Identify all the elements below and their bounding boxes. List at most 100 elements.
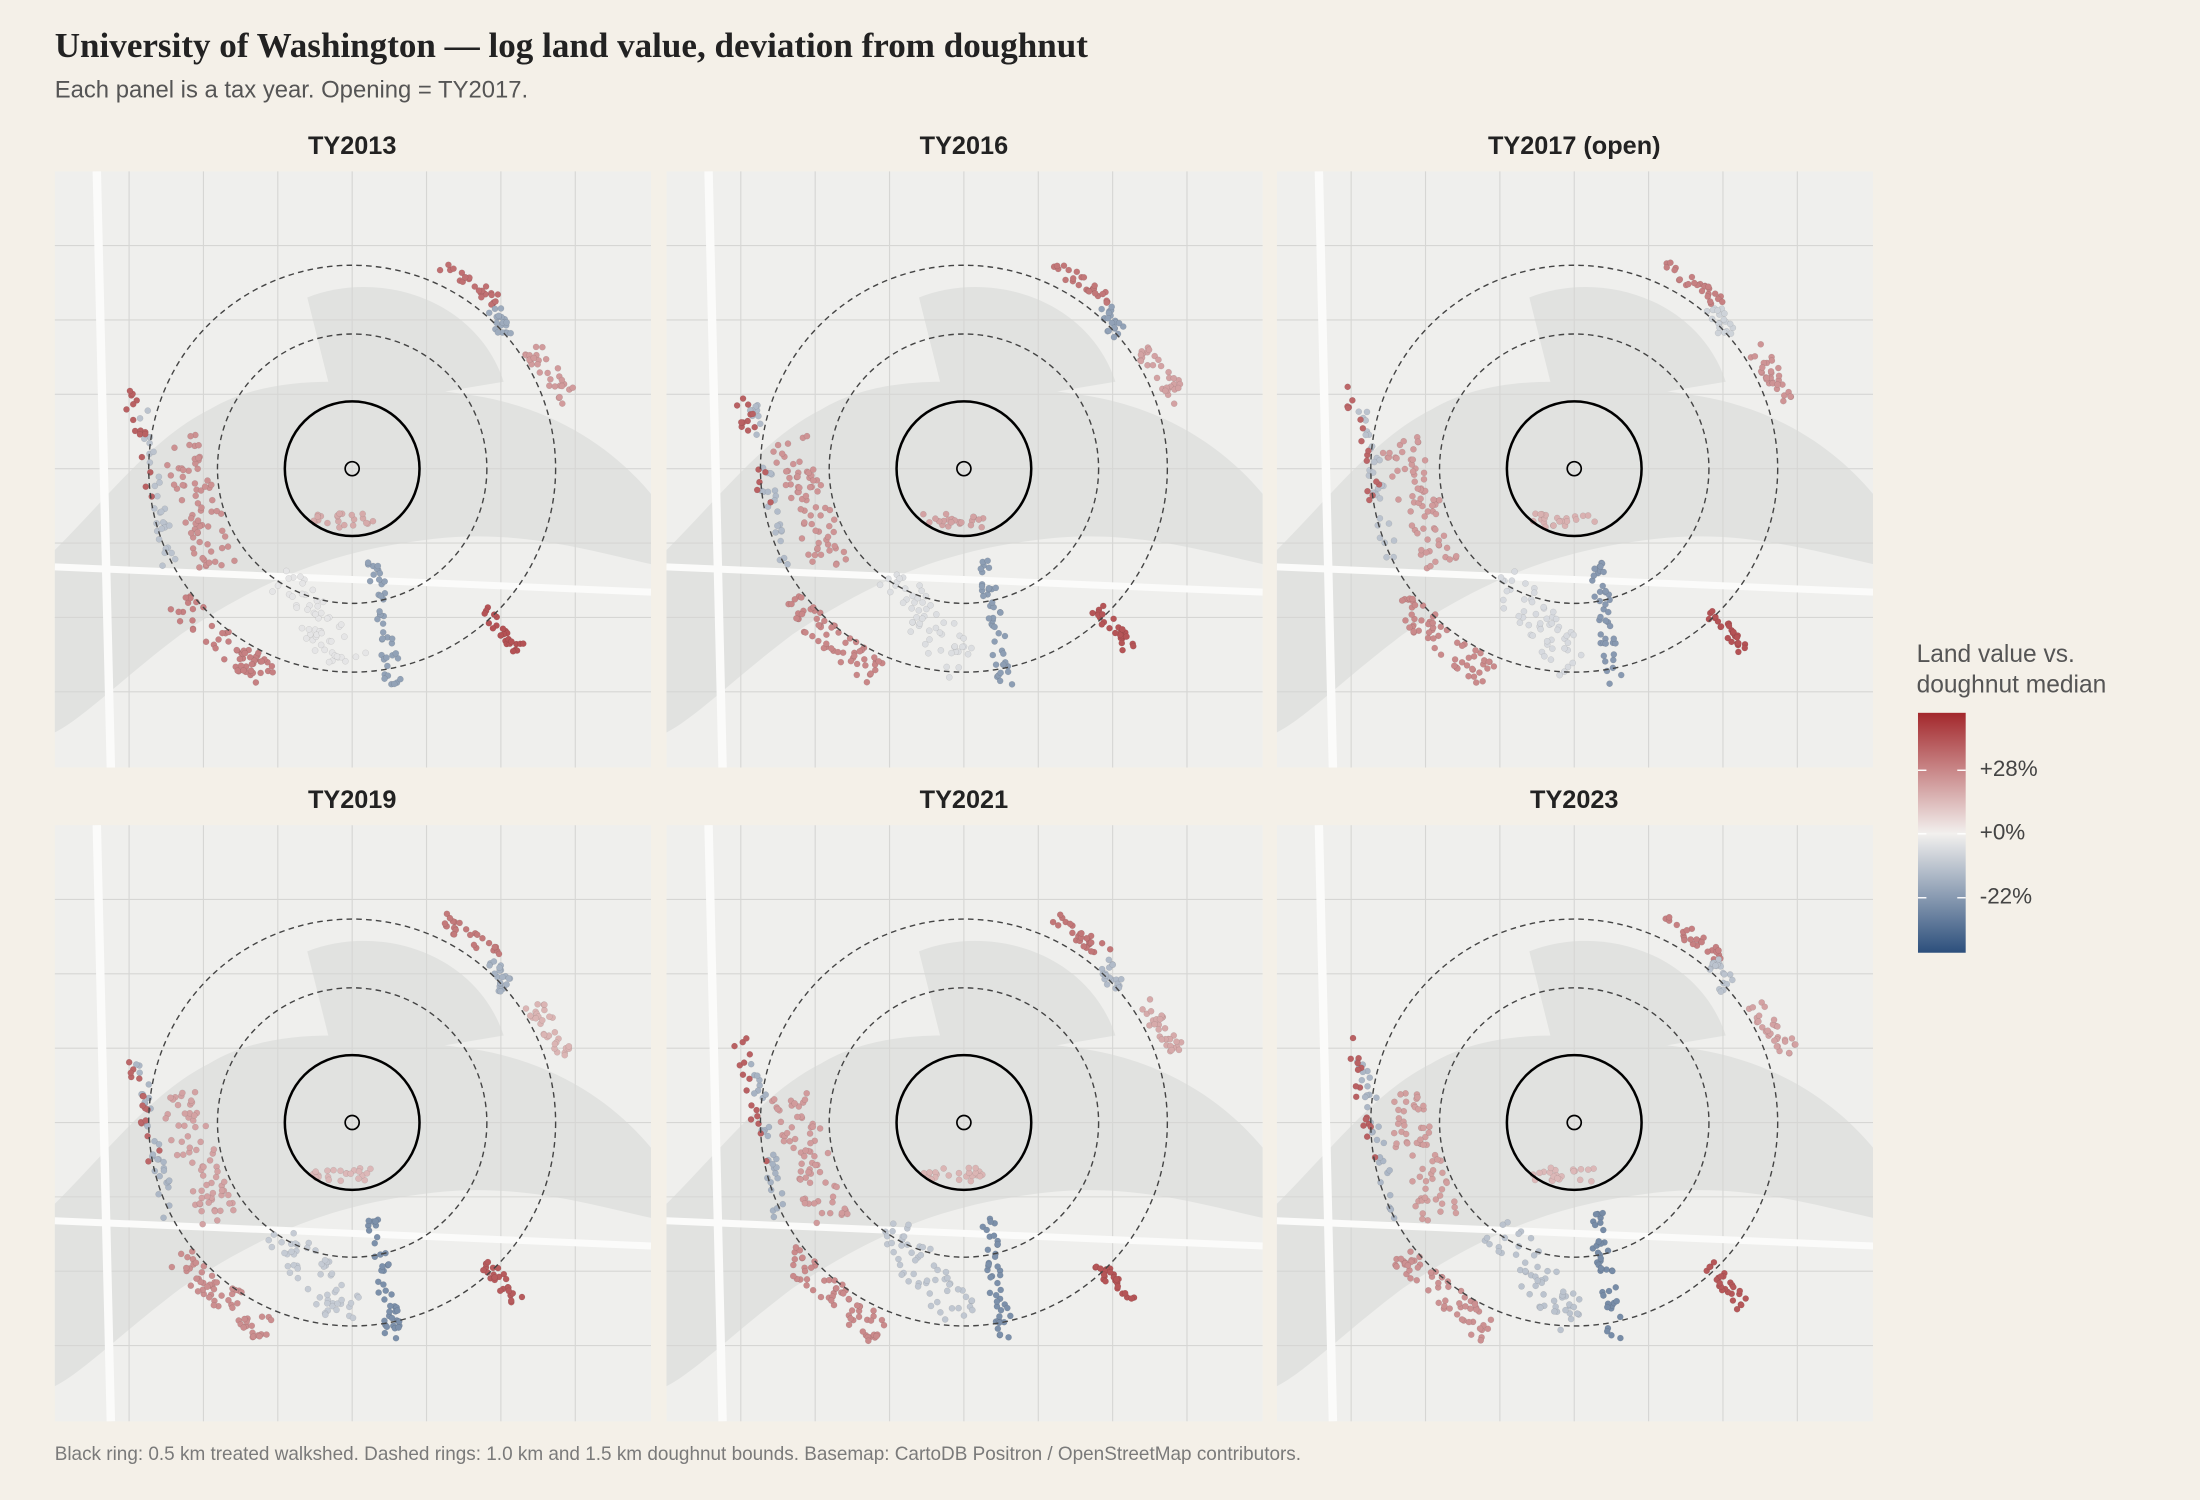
subtitle: Each panel is a tax year. Opening = TY20… <box>55 77 528 104</box>
parcel-dot <box>379 620 387 627</box>
parcel-dot <box>388 1314 396 1322</box>
parcel-dot <box>225 1191 232 1199</box>
parcel-dot <box>1410 446 1417 453</box>
parcel-dot <box>1358 1076 1366 1084</box>
parcel-dot <box>1726 971 1734 978</box>
parcel-dot <box>1429 619 1437 627</box>
parcel-dot <box>138 453 146 461</box>
parcel-dot <box>499 625 507 633</box>
parcel-dot <box>236 655 244 663</box>
parcel-dot <box>992 584 1000 592</box>
parcel-dot <box>210 1146 218 1153</box>
parcel-dot <box>559 400 566 407</box>
parcel-dot <box>201 483 209 490</box>
parcel-dot <box>1428 502 1436 509</box>
parcel-dot <box>793 1113 801 1121</box>
parcel-dot <box>1425 629 1433 636</box>
parcel-dot <box>336 510 343 517</box>
parcel-dot <box>809 604 817 611</box>
parcel-dot <box>1073 268 1081 276</box>
parcel-dot <box>818 1209 826 1217</box>
parcel-dot <box>964 650 972 658</box>
parcel-dot <box>1577 1165 1585 1173</box>
parcel-dot <box>1522 1267 1529 1275</box>
parcel-dot <box>1370 458 1378 466</box>
parcel-dot <box>333 653 341 660</box>
parcel-dot <box>384 662 391 670</box>
parcel-dot <box>833 1284 840 1292</box>
parcel-dot <box>347 1170 354 1178</box>
parcel-dot <box>1497 574 1505 581</box>
parcel-dot <box>801 519 808 526</box>
parcel-dot <box>1434 1156 1441 1163</box>
parcel-dot <box>911 599 918 606</box>
parcel-dot <box>968 1297 976 1304</box>
parcel-dot <box>263 1331 270 1338</box>
parcel-dot <box>817 481 825 489</box>
parcel-dot <box>791 1100 798 1107</box>
colorbar-tick-label: +28% <box>1980 756 2038 781</box>
parcel-dot <box>1407 1275 1414 1282</box>
parcel-dot <box>880 1321 888 1329</box>
parcel-dot <box>135 1075 143 1082</box>
parcel-dot <box>831 542 838 550</box>
parcel-dot <box>265 1236 273 1244</box>
parcel-dot <box>1437 623 1445 631</box>
parcel-dot <box>1121 1289 1129 1297</box>
parcel-dot <box>491 305 499 313</box>
parcel-dot <box>495 950 503 958</box>
parcel-dot <box>1364 1103 1371 1111</box>
parcel-dot <box>1425 1287 1432 1294</box>
parcel-dot <box>365 1217 373 1225</box>
parcel-dot <box>140 1092 147 1100</box>
colorbar-tick-label: +0% <box>1980 820 2026 845</box>
parcel-dot <box>246 654 254 661</box>
parcel-dot <box>815 637 822 645</box>
parcel-dot <box>1774 381 1781 388</box>
parcel-dot <box>167 1094 174 1102</box>
parcel-dot <box>1610 635 1618 642</box>
parcel-dot <box>1432 1196 1440 1203</box>
parcel-dot <box>1404 1262 1412 1269</box>
parcel-dot <box>807 1264 815 1272</box>
parcel-dot <box>519 640 527 647</box>
parcel-dot <box>1458 642 1466 650</box>
parcel-dot <box>1098 621 1106 628</box>
parcel-dot <box>1420 476 1428 483</box>
parcel-dot <box>211 1207 219 1215</box>
parcel-dot <box>856 648 864 655</box>
parcel-dot <box>1110 615 1117 623</box>
parcel-dot <box>1060 262 1068 269</box>
highway <box>54 563 652 596</box>
parcel-dot <box>1774 1023 1781 1030</box>
highway <box>92 825 116 1422</box>
parcel-dot <box>1741 644 1749 652</box>
parcel-dot <box>771 487 779 494</box>
parcel-dot <box>489 625 497 632</box>
parcel-dot <box>324 1291 331 1299</box>
parcel-dot <box>883 1232 891 1240</box>
parcel-dot <box>809 558 816 566</box>
parcel-dot <box>1363 1133 1371 1140</box>
parcel-dot <box>1721 970 1728 978</box>
parcel-dot <box>338 1296 345 1304</box>
parcel-dot <box>1465 1318 1473 1326</box>
parcel-dot <box>777 537 784 545</box>
parcel-dot <box>178 1138 186 1146</box>
parcel-dot <box>983 1226 991 1234</box>
parcel-dot <box>488 291 495 299</box>
parcel-dot <box>155 1190 162 1198</box>
parcel-dot <box>285 575 293 582</box>
parcel-dot <box>787 494 795 502</box>
parcel-dot <box>1540 1291 1547 1298</box>
parcel-dot <box>1424 508 1432 515</box>
parcel-dot <box>809 632 816 640</box>
parcel-dot <box>1409 456 1417 463</box>
parcel-dot <box>191 1088 199 1096</box>
parcel-dot <box>1597 1255 1605 1262</box>
parcel-dot <box>780 1137 788 1145</box>
parcel-dot <box>1495 1248 1503 1255</box>
parcel-dot <box>208 1272 216 1280</box>
parcel-dot <box>362 649 369 657</box>
parcel-dot <box>1414 1264 1422 1271</box>
